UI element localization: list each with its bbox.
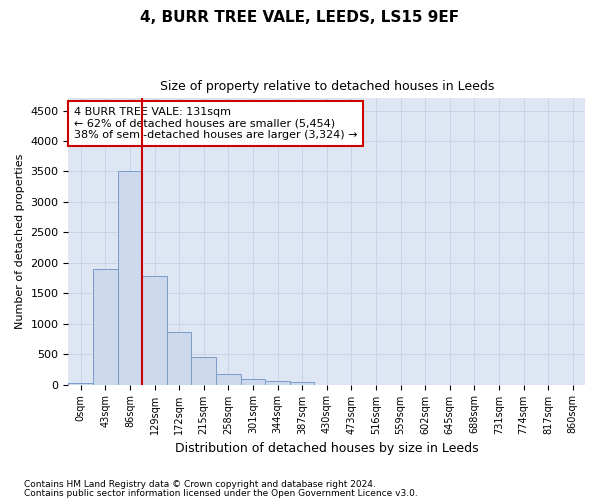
Bar — [191, 356, 216, 384]
Y-axis label: Number of detached properties: Number of detached properties — [15, 154, 25, 329]
Bar — [142, 276, 167, 384]
Bar — [241, 379, 265, 384]
Text: 4, BURR TREE VALE, LEEDS, LS15 9EF: 4, BURR TREE VALE, LEEDS, LS15 9EF — [140, 10, 460, 25]
Bar — [68, 382, 93, 384]
Text: Contains public sector information licensed under the Open Government Licence v3: Contains public sector information licen… — [24, 488, 418, 498]
Bar — [167, 332, 191, 384]
Bar — [265, 381, 290, 384]
X-axis label: Distribution of detached houses by size in Leeds: Distribution of detached houses by size … — [175, 442, 479, 455]
Text: Contains HM Land Registry data © Crown copyright and database right 2024.: Contains HM Land Registry data © Crown c… — [24, 480, 376, 489]
Bar — [118, 172, 142, 384]
Bar — [93, 269, 118, 384]
Text: 4 BURR TREE VALE: 131sqm
← 62% of detached houses are smaller (5,454)
38% of sem: 4 BURR TREE VALE: 131sqm ← 62% of detach… — [74, 107, 357, 140]
Title: Size of property relative to detached houses in Leeds: Size of property relative to detached ho… — [160, 80, 494, 93]
Bar — [290, 382, 314, 384]
Bar — [216, 374, 241, 384]
